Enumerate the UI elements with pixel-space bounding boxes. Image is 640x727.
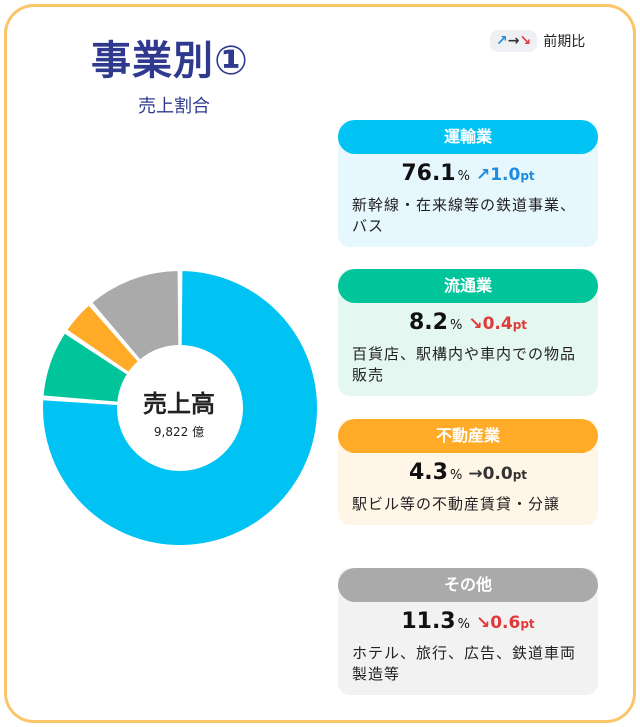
segment-share-unit: % [449, 318, 463, 333]
donut-chart [41, 268, 319, 547]
segment-name: 流通業 [338, 269, 598, 303]
segment-description: 駅ビル等の不動産賃貸・分譲 [352, 495, 561, 513]
segment-share: 11.3 [401, 609, 456, 634]
segment-share: 8.2 [408, 310, 448, 335]
change-legend: ↗→↘ 前期比 [490, 30, 585, 52]
segment-name: その他 [338, 568, 598, 602]
donut-slice-4 [89, 268, 181, 362]
segment-change-arrow-icon: → [468, 464, 483, 484]
segment-change-unit: pt [520, 169, 535, 183]
segment-change: 0.0 [482, 464, 513, 484]
segment-stat: 4.3% →0.0pt [352, 459, 584, 490]
segment-share: 4.3 [408, 460, 448, 485]
segment-change-arrow-icon: ↘ [468, 314, 483, 334]
donut-slice-2 [41, 331, 130, 404]
segment-change-arrow-icon: ↘ [475, 613, 491, 633]
segment-change-unit: pt [512, 318, 528, 332]
center-title: 売上高 [143, 390, 215, 418]
segment-share-unit: % [457, 169, 470, 184]
segment-stat: 11.3% ↘0.6pt [352, 608, 584, 639]
segment-name: 運輸業 [338, 120, 598, 154]
segment-change-arrow-icon: ↗ [475, 165, 491, 185]
segment-share-unit: % [457, 617, 470, 632]
segment-description: ホテル、旅行、広告、鉄道車両製造等 [352, 644, 577, 683]
segment-change: 0.4 [482, 314, 513, 334]
center-value: 9,822 億 [153, 425, 205, 439]
segment-change-unit: pt [512, 468, 528, 482]
segment-change: 0.6 [490, 613, 521, 633]
donut-center-label: 売上高 9,822 億 [134, 384, 224, 440]
segment-share: 76.1 [401, 161, 456, 186]
donut-slice-1 [41, 268, 319, 547]
segment-stat: 76.1% ↗1.0pt [352, 160, 584, 191]
segment-card: その他 11.3% ↘0.6pt ホテル、旅行、広告、鉄道車両製造等 [338, 568, 598, 695]
segment-share-unit: % [449, 468, 463, 483]
segment-change: 1.0 [490, 165, 521, 185]
trend-arrows-icon: ↗→↘ [490, 30, 538, 52]
donut-slice-3 [64, 302, 141, 375]
legend-label: 前期比 [543, 34, 586, 50]
segment-change-unit: pt [520, 617, 535, 631]
page-subtitle: 売上割合 [138, 96, 210, 117]
segment-description: 百貨店、駅構内や車内での物品販売 [352, 345, 577, 384]
segment-name: 不動産業 [338, 419, 598, 453]
page-title: 事業別① [91, 38, 249, 84]
segment-card: 不動産業 4.3% →0.0pt 駅ビル等の不動産賃貸・分譲 [338, 419, 598, 525]
segment-card: 流通業 8.2% ↘0.4pt 百貨店、駅構内や車内での物品販売 [338, 269, 598, 396]
segment-description: 新幹線・在来線等の鉄道事業、バス [352, 196, 577, 235]
segment-card: 運輸業 76.1% ↗1.0pt 新幹線・在来線等の鉄道事業、バス [338, 120, 598, 247]
segment-stat: 8.2% ↘0.4pt [352, 309, 584, 340]
